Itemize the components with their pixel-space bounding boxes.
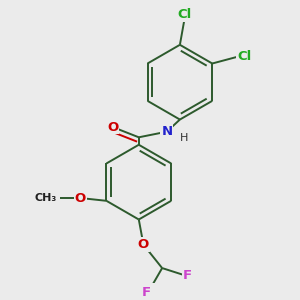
Text: O: O: [138, 238, 149, 251]
Text: Cl: Cl: [177, 8, 192, 21]
Text: O: O: [75, 191, 86, 205]
Text: F: F: [142, 286, 151, 299]
Text: Cl: Cl: [237, 50, 251, 62]
Text: N: N: [161, 125, 172, 138]
Text: F: F: [183, 269, 192, 282]
Text: H: H: [180, 133, 188, 143]
Text: CH₃: CH₃: [35, 193, 57, 203]
Text: O: O: [107, 121, 118, 134]
